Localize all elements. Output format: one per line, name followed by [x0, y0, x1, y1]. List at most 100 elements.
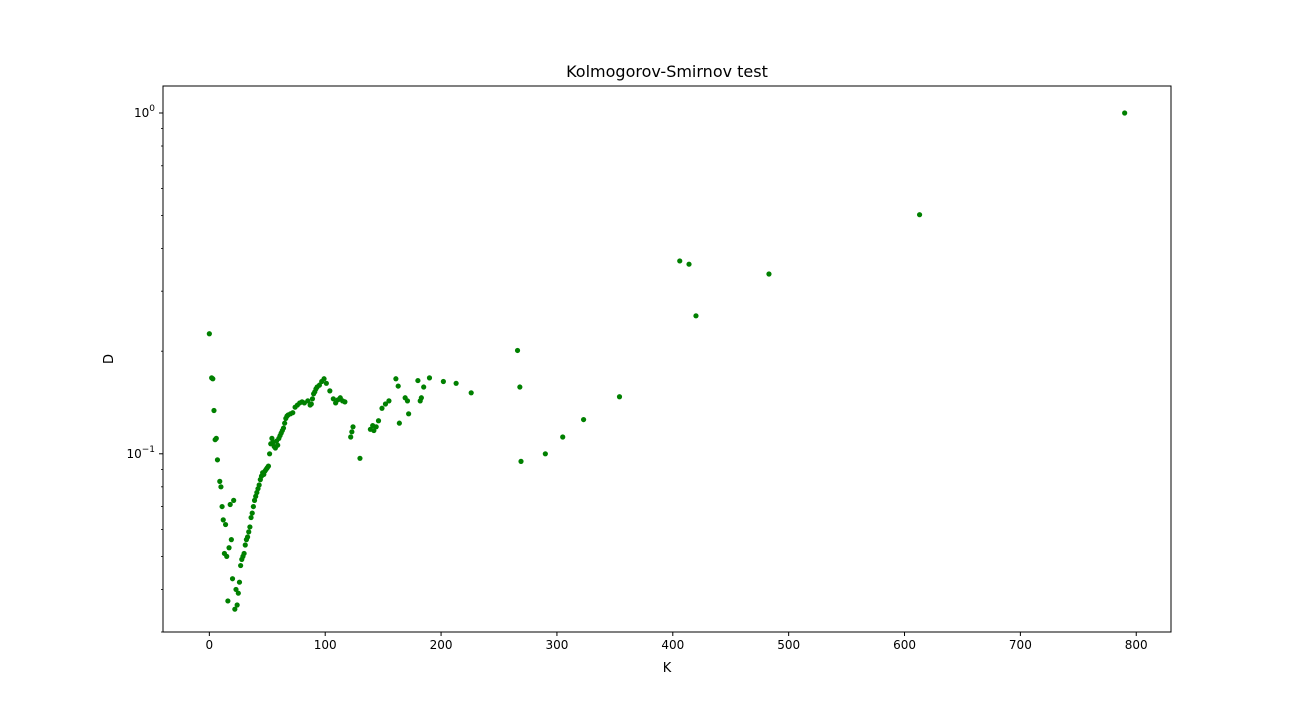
x-tick-label: 400 — [661, 638, 684, 652]
chart-title: Kolmogorov-Smirnov test — [566, 62, 768, 81]
data-point — [241, 550, 247, 557]
data-point — [210, 376, 216, 382]
y-axis-ticks: 10−1 100 — [126, 104, 163, 633]
data-point — [219, 503, 225, 510]
data-point — [440, 378, 446, 385]
data-point — [517, 384, 523, 390]
data-point — [766, 271, 772, 277]
x-axis-ticks: 0 100 200 300 400 500 600 700 800 — [206, 632, 1148, 652]
data-point — [214, 457, 221, 463]
data-point — [234, 602, 240, 608]
data-point — [235, 590, 241, 596]
data-point — [342, 399, 348, 405]
data-point — [616, 394, 623, 400]
data-point — [453, 380, 459, 386]
data-point — [282, 420, 288, 426]
data-point — [266, 451, 273, 457]
y-tick-label: 100 — [134, 104, 155, 120]
data-point — [217, 478, 223, 484]
data-point — [211, 407, 217, 414]
data-point — [308, 401, 314, 407]
data-point — [224, 553, 230, 559]
data-point — [228, 537, 234, 543]
data-point — [247, 524, 253, 530]
data-point — [250, 503, 256, 510]
data-point — [382, 401, 389, 407]
x-tick-label: 200 — [430, 638, 453, 652]
x-tick-label: 800 — [1125, 638, 1148, 652]
data-point — [542, 451, 548, 457]
x-tick-label: 700 — [1009, 638, 1032, 652]
data-point — [249, 510, 255, 516]
data-point — [244, 534, 251, 540]
data-point — [225, 598, 231, 604]
data-point — [231, 497, 237, 503]
data-point — [379, 405, 385, 411]
data-point — [236, 579, 243, 585]
x-tick-label: 500 — [777, 638, 800, 652]
plot-area-frame — [162, 85, 1172, 633]
x-tick-label: 600 — [893, 638, 916, 652]
x-tick-label: 100 — [314, 638, 337, 652]
data-point — [226, 545, 232, 551]
data-point — [404, 398, 411, 404]
data-point — [242, 542, 248, 548]
data-point — [415, 377, 421, 384]
data-point — [386, 398, 392, 404]
data-point — [426, 375, 433, 381]
data-point — [349, 429, 355, 435]
data-point — [229, 576, 236, 582]
data-point — [227, 501, 233, 508]
data-point — [518, 458, 524, 464]
data-point — [395, 383, 401, 389]
data-point — [269, 435, 275, 441]
data-point — [309, 396, 316, 402]
data-point — [206, 331, 212, 337]
data-point — [373, 424, 379, 430]
data-point — [350, 424, 356, 430]
data-point — [348, 434, 354, 440]
data-point — [256, 482, 262, 488]
x-tick-label: 300 — [545, 638, 568, 652]
data-point — [327, 388, 333, 394]
data-point — [222, 521, 229, 528]
data-point — [238, 562, 244, 569]
data-point — [396, 420, 402, 426]
data-point — [693, 313, 699, 319]
data-point — [265, 463, 272, 469]
data-point — [275, 442, 281, 448]
data-point — [321, 376, 327, 382]
data-point — [330, 396, 336, 402]
data-point — [406, 411, 412, 417]
data-points — [206, 110, 1128, 612]
data-point — [357, 455, 363, 461]
data-point — [232, 606, 238, 612]
data-point — [280, 425, 287, 431]
data-point — [686, 261, 692, 267]
data-point — [468, 390, 474, 396]
data-point — [375, 418, 382, 424]
data-point — [421, 384, 427, 390]
data-point — [248, 514, 254, 521]
data-point — [246, 529, 252, 535]
data-point — [371, 427, 377, 434]
data-point — [218, 484, 224, 490]
data-point — [677, 258, 683, 264]
x-axis-label: K — [663, 661, 672, 676]
data-point — [233, 586, 239, 593]
data-point — [560, 434, 566, 440]
y-axis-label: D — [102, 354, 117, 364]
data-point — [220, 517, 226, 523]
data-point — [418, 395, 424, 401]
data-point — [514, 347, 521, 354]
data-point — [290, 410, 296, 416]
data-point — [323, 380, 329, 386]
x-tick-label: 0 — [206, 638, 214, 652]
data-point — [251, 497, 258, 503]
data-point — [580, 416, 587, 423]
data-point — [1122, 110, 1128, 116]
data-point — [916, 212, 923, 218]
y-tick-label: 10−1 — [126, 445, 155, 461]
